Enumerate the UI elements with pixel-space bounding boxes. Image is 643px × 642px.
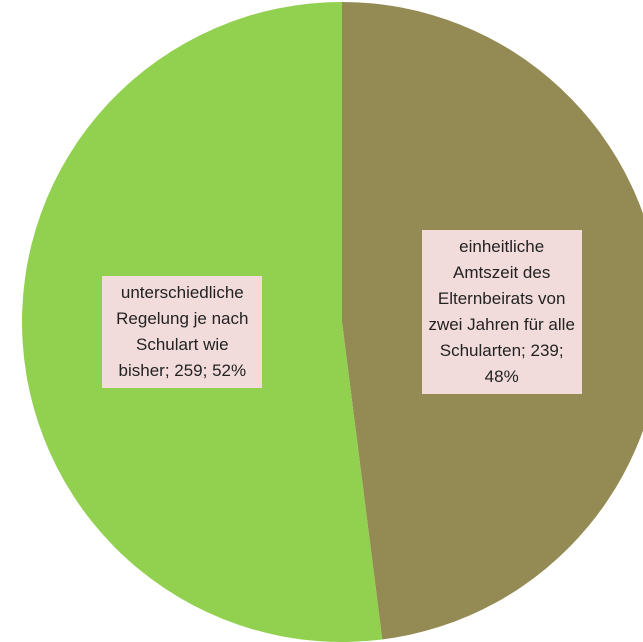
data-label: einheitliche Amtszeit des Elternbeirats … bbox=[421, 229, 582, 394]
data-label: unterschiedliche Regelung je nach Schula… bbox=[102, 276, 263, 389]
